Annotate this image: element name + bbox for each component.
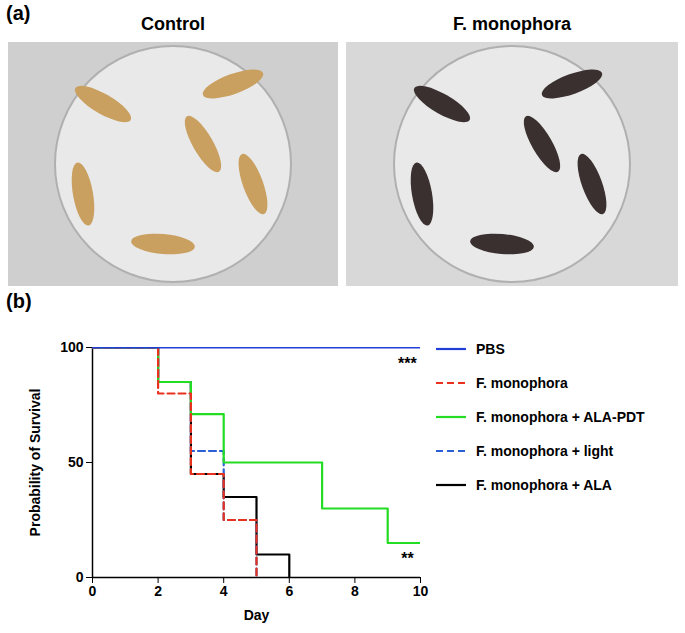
svg-text:8: 8 bbox=[351, 583, 359, 599]
svg-text:2: 2 bbox=[154, 583, 162, 599]
svg-text:0: 0 bbox=[76, 569, 84, 585]
svg-text:F. monophora: F. monophora bbox=[453, 14, 572, 34]
svg-text:F. monophora: F. monophora bbox=[476, 375, 568, 391]
svg-text:6: 6 bbox=[285, 583, 293, 599]
html-text:(a): (a) bbox=[6, 2, 31, 24]
svg-text:50: 50 bbox=[68, 454, 84, 470]
svg-text:Day: Day bbox=[244, 607, 270, 623]
svg-text:100: 100 bbox=[60, 339, 84, 355]
svg-text:F. monophora + light: F. monophora + light bbox=[476, 443, 614, 459]
svg-text:**: ** bbox=[401, 550, 414, 567]
svg-text:PBS: PBS bbox=[476, 341, 505, 357]
svg-text:0: 0 bbox=[89, 583, 97, 599]
svg-text:F. monophora + ALA-PDT: F. monophora + ALA-PDT bbox=[476, 409, 645, 425]
svg-text:Probability of Survival: Probability of Survival bbox=[27, 389, 43, 537]
svg-text:4: 4 bbox=[220, 583, 228, 599]
svg-text:***: *** bbox=[398, 355, 417, 372]
svg-text:10: 10 bbox=[413, 583, 429, 599]
svg-text:F. monophora + ALA: F. monophora + ALA bbox=[476, 477, 612, 493]
html-text:(b): (b) bbox=[6, 290, 32, 312]
svg-text:Control: Control bbox=[141, 14, 205, 34]
